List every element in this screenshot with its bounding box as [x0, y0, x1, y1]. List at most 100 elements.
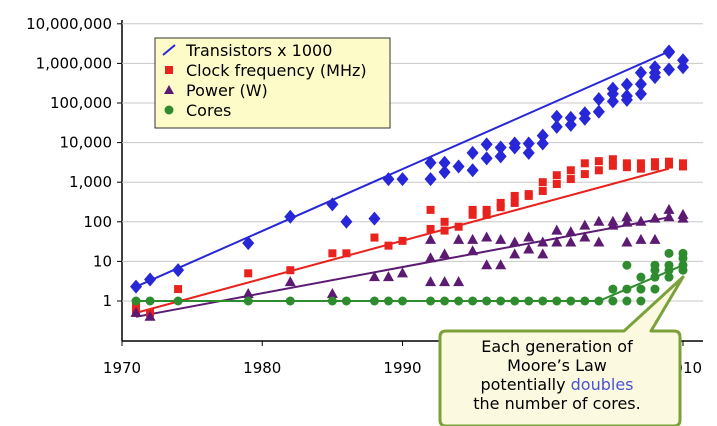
diamond-point — [592, 92, 605, 107]
triangle-point — [607, 215, 619, 226]
diamond-point — [284, 209, 297, 224]
diamond-point — [466, 163, 479, 178]
triangle-point — [551, 224, 563, 235]
diamond-point — [662, 62, 675, 77]
circle-point — [524, 296, 534, 306]
circle-point — [243, 296, 253, 306]
triangle-point — [425, 233, 437, 244]
callout-line-3: potentially doubles — [440, 375, 674, 394]
x-tick-label: 1980 — [243, 359, 281, 377]
triangle-point — [495, 233, 507, 244]
diamond-point — [677, 60, 689, 75]
square-point — [524, 191, 533, 200]
square-point — [650, 162, 659, 171]
legend-label: Cores — [186, 101, 231, 120]
circle-point — [650, 265, 660, 275]
square-point — [552, 180, 561, 189]
square-point — [679, 162, 687, 171]
diamond-point — [620, 92, 633, 107]
callout-text: Each generation of Moore’s Law potential… — [440, 337, 674, 413]
diamond-point — [494, 140, 507, 155]
diamond-point — [508, 140, 521, 155]
diamond-point — [438, 165, 451, 180]
diamond-point — [326, 197, 339, 212]
circle-point — [622, 260, 632, 270]
diamond-point — [536, 128, 549, 143]
triangle-point — [649, 212, 661, 223]
diamond-point — [480, 137, 493, 152]
diamond-point — [480, 151, 493, 166]
circle-point — [426, 296, 436, 306]
triangle-point — [537, 236, 549, 247]
diamond-point — [522, 136, 535, 151]
callout-line-3-prefix: potentially — [480, 375, 571, 394]
circle-point — [636, 272, 646, 282]
diamond-point — [634, 86, 647, 101]
diamond-point — [620, 77, 633, 92]
circle-point — [608, 296, 618, 306]
square-point — [370, 233, 379, 242]
diamond-point — [648, 70, 661, 85]
circle-point — [664, 248, 674, 258]
square-point — [342, 249, 351, 258]
triangle-point — [467, 245, 479, 256]
circle-point — [341, 296, 351, 306]
x-tick-label: 1990 — [383, 359, 421, 377]
diamond-point — [648, 60, 661, 75]
circle-point — [678, 253, 688, 263]
square-point — [454, 222, 463, 231]
triangle-point — [565, 236, 577, 247]
square-point — [174, 285, 183, 294]
legend-box — [154, 37, 391, 129]
square-point — [132, 302, 141, 311]
diamond-point — [144, 272, 157, 287]
circle-point — [145, 296, 155, 306]
square-point — [636, 164, 645, 173]
triangle-point — [621, 216, 633, 227]
triangle-point — [509, 248, 521, 259]
circle-point — [622, 296, 632, 306]
line-icon — [162, 44, 176, 56]
circle-point — [468, 296, 478, 306]
square-point — [482, 205, 491, 214]
square-point — [328, 249, 337, 258]
diamond-point — [550, 109, 563, 124]
y-axis-ticks: 10,000,000 1,000,000 100,000 10,000 1,000 100… — [26, 15, 122, 310]
circle-point — [650, 272, 660, 282]
diamond-point — [368, 211, 381, 226]
square-point — [594, 157, 603, 166]
circle-point — [678, 265, 688, 275]
square-point — [468, 210, 477, 219]
y-tick-label: 10 — [93, 252, 112, 270]
square-point — [510, 191, 519, 200]
triangle-icon — [164, 85, 174, 94]
legend-label: Clock frequency (MHz) — [186, 61, 367, 80]
diamond-point — [242, 236, 255, 251]
circle-point — [496, 296, 506, 306]
triangle-point — [663, 203, 675, 214]
diamond-point — [606, 94, 619, 109]
triangle-point — [579, 231, 591, 242]
circle-point — [538, 296, 548, 306]
square-point — [636, 159, 645, 168]
square-point — [608, 161, 617, 170]
square-icon — [165, 66, 173, 74]
diamond-point — [606, 86, 619, 101]
triangle-point — [481, 231, 493, 242]
diamond-point — [172, 263, 185, 278]
square-point — [510, 198, 519, 207]
square-point — [482, 210, 491, 219]
square-point — [566, 166, 575, 175]
circle-point — [552, 296, 562, 306]
triangle-point — [635, 215, 647, 226]
triangle-point — [382, 271, 394, 282]
circle-point — [566, 296, 576, 306]
square-point — [440, 226, 449, 235]
circle-point — [664, 265, 674, 275]
diamond-point — [466, 145, 479, 160]
diamond-point — [634, 65, 647, 80]
square-point — [650, 158, 659, 167]
circle-point — [622, 284, 632, 294]
